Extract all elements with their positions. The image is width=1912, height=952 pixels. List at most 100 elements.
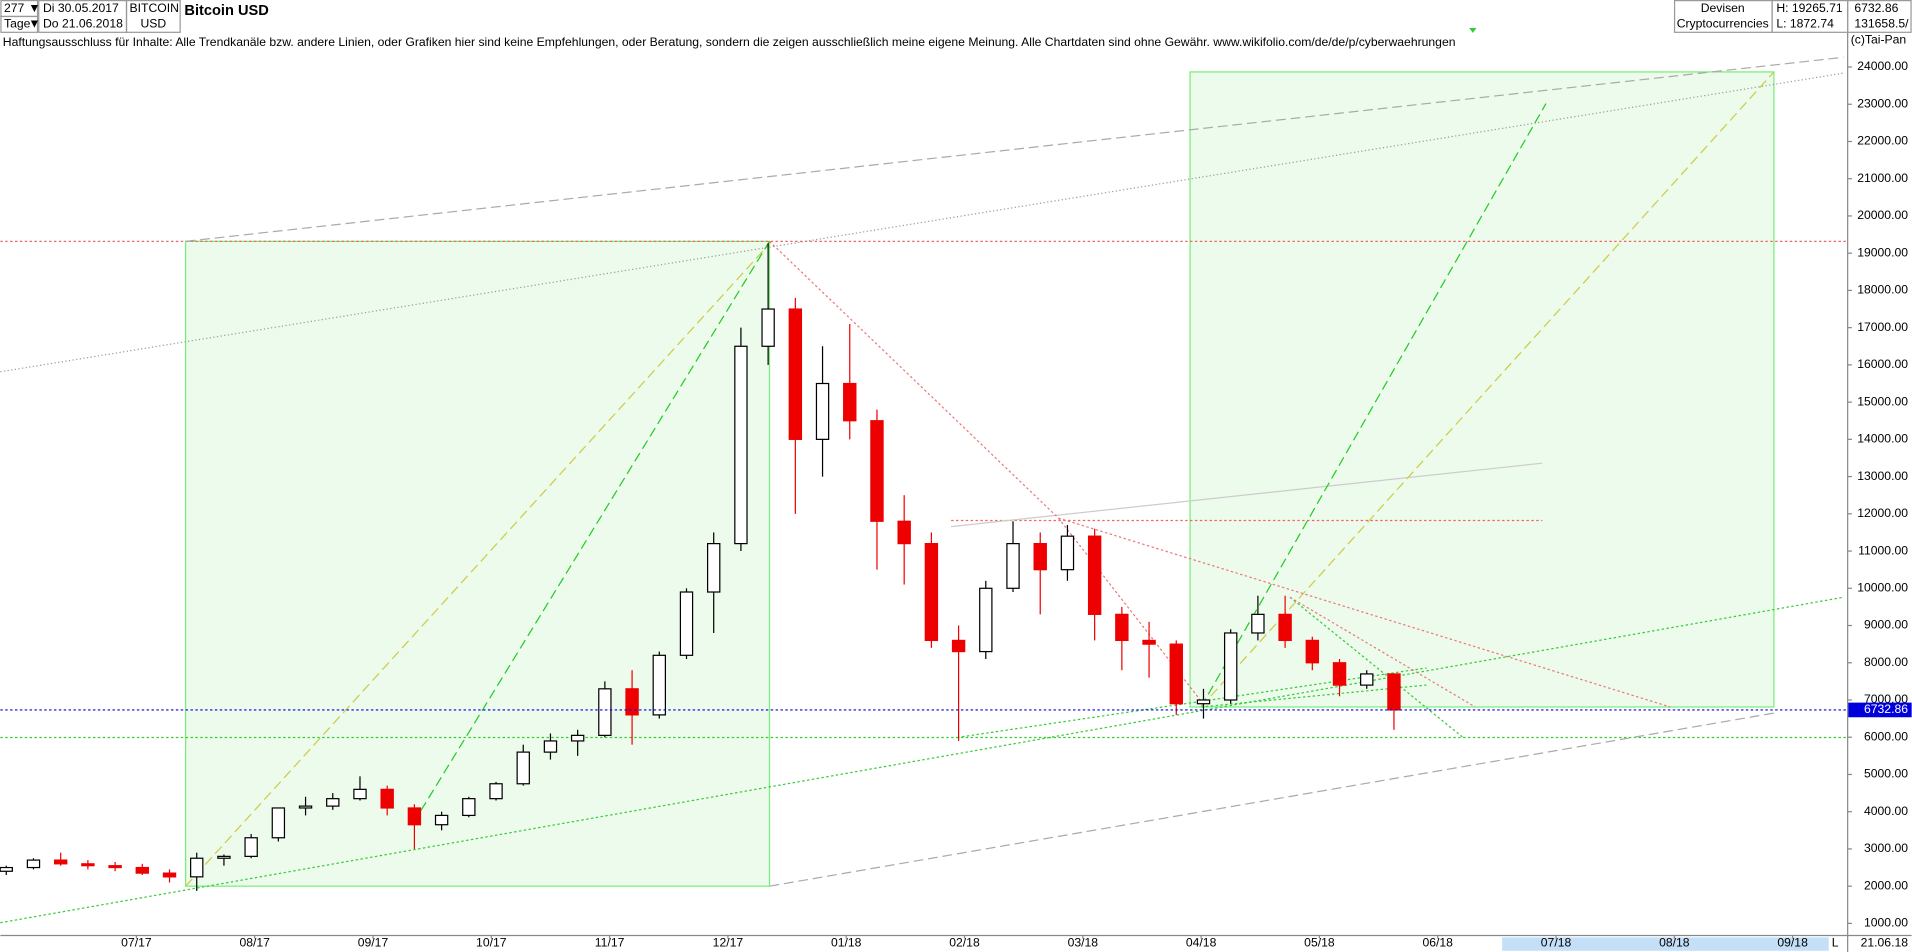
x-tick-label: 03/18 (1068, 936, 1099, 950)
y-tick-label: 8000.00 (1864, 655, 1908, 669)
to-date: Do 21.06.2018 (43, 17, 123, 31)
trend-line (0, 72, 1844, 373)
marker (1469, 28, 1477, 33)
x-tick-label: 02/18 (949, 936, 980, 950)
x-tick-label: 09/18 (1777, 936, 1808, 950)
candle-body (1278, 613, 1292, 642)
period-box[interactable] (0, 15, 39, 33)
y-tick-label: 22000.00 (1857, 134, 1908, 148)
candle-body (190, 857, 204, 878)
x-tick-label: 08/17 (239, 936, 270, 950)
drawings (0, 56, 1848, 924)
symbol-box (125, 0, 181, 33)
currency: USD (141, 17, 167, 31)
candle-body (1360, 673, 1374, 686)
subgroup: Cryptocurrencies (1677, 17, 1769, 31)
y-tick-label: 20000.00 (1857, 208, 1908, 222)
y-tick-label: 2000.00 (1864, 878, 1908, 892)
trend-line (185, 56, 1844, 242)
trend-line (420, 241, 771, 811)
last-price-label: 6732.86 (1864, 702, 1908, 716)
y-tick-label: 5000.00 (1864, 767, 1908, 781)
symbol: BITCOIN (130, 1, 179, 15)
candle-body (81, 863, 95, 867)
x-tick-label: 11/17 (595, 936, 625, 950)
x-tick-label: 04/18 (1186, 936, 1217, 950)
candle-body (1387, 673, 1401, 711)
y-tick-label: 3000.00 (1864, 841, 1908, 855)
candle-body (734, 345, 748, 545)
dropdown-arrow[interactable]: ▼ (28, 17, 40, 31)
y-tick-label: 24000.00 (1857, 59, 1908, 73)
candle-body (244, 837, 258, 857)
candle-body (1169, 643, 1183, 705)
candle-body (326, 798, 340, 807)
candle-body (761, 308, 775, 347)
low: L: 1872.74 (1776, 17, 1834, 31)
group: Devisen (1701, 1, 1745, 15)
candle-body (1305, 639, 1320, 664)
y-tick-label: 6000.00 (1864, 729, 1908, 743)
y-tick-label: 14000.00 (1857, 432, 1908, 446)
candle-body (298, 805, 313, 809)
candle-body (1115, 613, 1129, 642)
candle-body (570, 734, 585, 742)
count[interactable]: 277 (4, 1, 25, 15)
candle-body (162, 872, 177, 878)
candle-body (1060, 535, 1075, 571)
last-box (1847, 0, 1912, 33)
y-tick-label: 13000.00 (1857, 469, 1908, 483)
candle-body (462, 798, 476, 817)
y-tick-label: 19000.00 (1857, 245, 1908, 259)
candle-body (353, 788, 367, 800)
trend-line (957, 667, 1427, 739)
y-tick-label: 21000.00 (1857, 171, 1908, 185)
candle-body (652, 654, 666, 716)
candle-body (543, 740, 558, 753)
candle-body (53, 859, 68, 865)
future-range (1502, 937, 1829, 951)
candle-body (625, 688, 639, 716)
candle-body (271, 807, 286, 839)
y-tick-label: 9000.00 (1864, 618, 1908, 632)
chart-title: Bitcoin USD (184, 3, 268, 19)
x-tick-label: 05/18 (1304, 936, 1335, 950)
x-tick-label: 12/17 (713, 936, 744, 950)
y-tick-label: 16000.00 (1857, 357, 1908, 371)
candle-body (26, 859, 41, 869)
x-tick-label: 07/18 (1541, 936, 1572, 950)
candle-body (1251, 613, 1265, 634)
trend-line (1200, 103, 1547, 708)
candle-body (788, 308, 803, 440)
y-tick-label: 18000.00 (1857, 283, 1908, 297)
scale-label: L (1832, 936, 1839, 950)
from-date: Di 30.05.2017 (43, 1, 119, 15)
end-date: 21.06.18 (1861, 936, 1909, 950)
y-tick-label: 1000.00 (1864, 916, 1908, 930)
candle-body (870, 420, 884, 522)
candle-body (380, 788, 394, 809)
candle-body (1142, 639, 1156, 645)
trend-line (1289, 596, 1476, 708)
candle-body (1196, 699, 1211, 705)
candle-body (407, 807, 422, 826)
last: 6732.86 (1854, 1, 1898, 15)
candle-body (707, 543, 721, 593)
candle-body (434, 814, 449, 826)
y-tick-label: 12000.00 (1857, 506, 1908, 520)
candle-body (598, 688, 612, 736)
x-tick-label: 01/18 (831, 936, 862, 950)
x-tick-label: 10/17 (476, 936, 507, 950)
dropdown-arrow[interactable]: ▼ (28, 1, 40, 15)
y-tick-label: 11000.00 (1858, 543, 1908, 557)
period[interactable]: Tage (4, 17, 31, 31)
candle-body (1087, 535, 1102, 615)
copyright: (c)Tai-Pan (1851, 32, 1906, 46)
candle-body (217, 855, 231, 859)
candle-body (516, 751, 530, 785)
trend-line (769, 240, 1059, 519)
high: H: 19265.71 (1776, 1, 1843, 15)
candle-body (0, 866, 13, 872)
